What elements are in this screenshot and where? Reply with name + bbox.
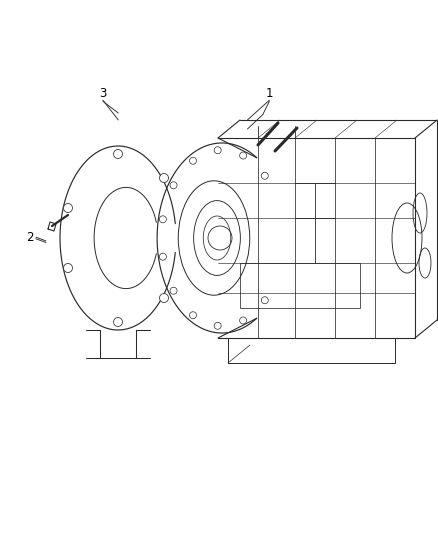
Text: 1: 1 xyxy=(265,87,273,100)
Circle shape xyxy=(159,216,166,223)
Circle shape xyxy=(190,157,197,164)
Circle shape xyxy=(214,322,221,329)
Circle shape xyxy=(170,182,177,189)
Circle shape xyxy=(190,312,197,319)
Circle shape xyxy=(159,174,169,182)
Circle shape xyxy=(261,297,268,304)
Circle shape xyxy=(214,147,221,154)
Text: 2: 2 xyxy=(26,231,34,244)
Circle shape xyxy=(261,172,268,179)
Circle shape xyxy=(240,317,247,324)
Circle shape xyxy=(170,287,177,294)
Circle shape xyxy=(64,204,73,213)
Circle shape xyxy=(113,149,123,158)
Circle shape xyxy=(113,318,123,327)
Text: 3: 3 xyxy=(99,87,106,100)
Circle shape xyxy=(240,152,247,159)
Circle shape xyxy=(159,294,169,303)
Circle shape xyxy=(64,263,73,272)
Circle shape xyxy=(159,253,166,260)
